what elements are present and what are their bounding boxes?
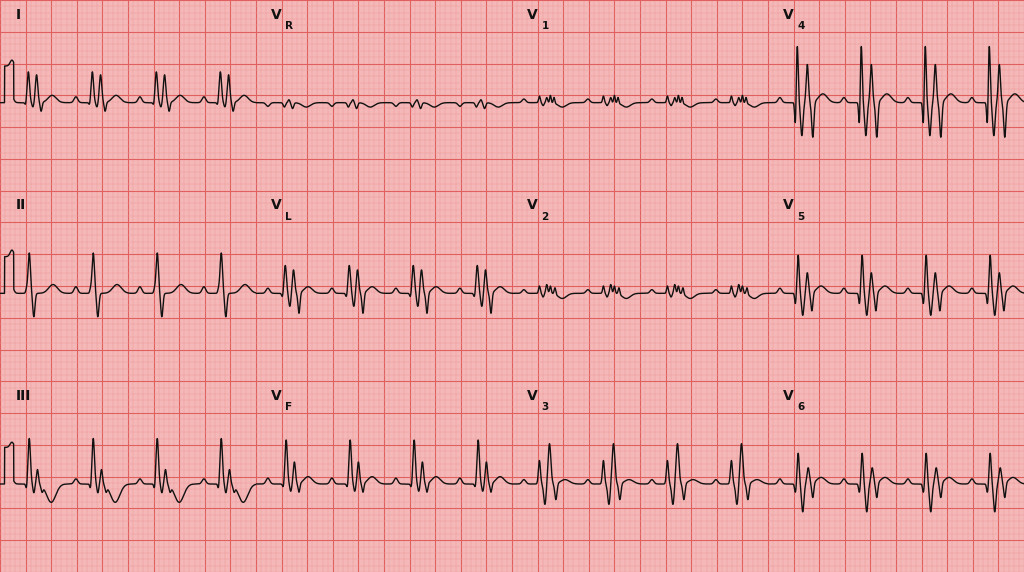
Text: V: V	[783, 198, 794, 212]
Text: I: I	[15, 7, 20, 22]
Text: V: V	[527, 7, 538, 22]
Text: 4: 4	[798, 21, 805, 31]
Text: V: V	[527, 389, 538, 403]
Text: L: L	[286, 212, 292, 221]
Text: V: V	[527, 198, 538, 212]
Text: V: V	[271, 389, 282, 403]
Text: 3: 3	[542, 402, 549, 412]
Text: 5: 5	[798, 212, 805, 221]
Text: II: II	[15, 198, 26, 212]
Text: V: V	[783, 389, 794, 403]
Text: 1: 1	[542, 21, 549, 31]
Text: V: V	[271, 198, 282, 212]
Text: III: III	[15, 389, 31, 403]
Text: F: F	[286, 402, 293, 412]
Text: 6: 6	[798, 402, 805, 412]
Text: 2: 2	[542, 212, 549, 221]
Text: V: V	[783, 7, 794, 22]
Text: R: R	[286, 21, 294, 31]
Text: V: V	[271, 7, 282, 22]
